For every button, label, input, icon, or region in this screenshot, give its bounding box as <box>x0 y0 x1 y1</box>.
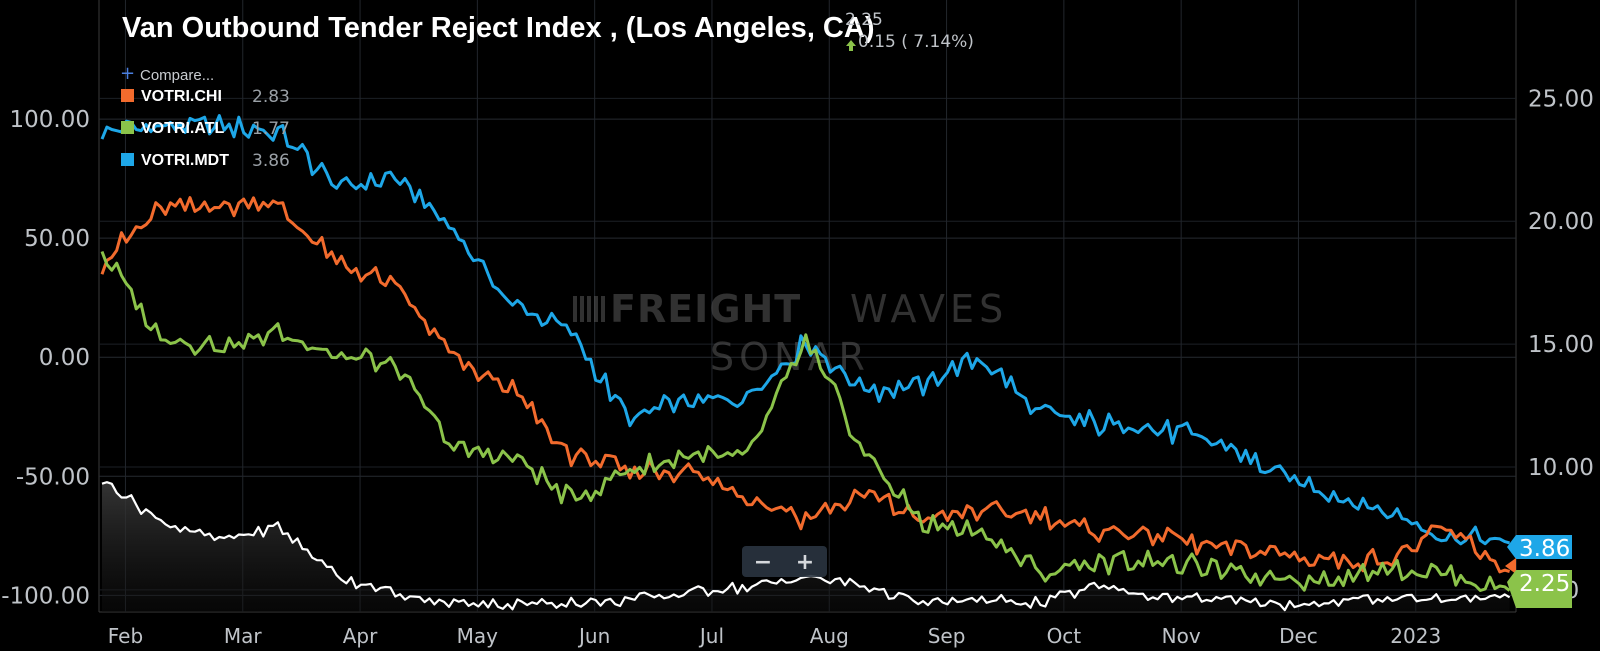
x-tick-label: May <box>457 624 499 648</box>
plus-icon: + <box>120 63 135 84</box>
legend-name: VOTRI.MDT <box>141 152 229 169</box>
left-tick-label: 0.00 <box>39 345 90 371</box>
legend-name: VOTRI.ATL <box>141 120 224 137</box>
x-tick-label: Feb <box>108 624 143 648</box>
watermark: FREIGHT WAVES SONAR <box>573 287 1008 379</box>
end-marker-mdt: 3.86 <box>1507 535 1572 562</box>
zoom-out-button[interactable]: − <box>742 546 784 577</box>
x-tick-label: Nov <box>1162 624 1201 648</box>
right-tick-label: 15.00 <box>1528 332 1594 358</box>
zoom-control-bg <box>742 546 827 577</box>
legend-value: 2.83 <box>252 87 290 107</box>
legend-swatch <box>121 89 134 102</box>
zoom-in-icon: + <box>796 550 814 575</box>
legend-value: 1.77 <box>252 119 290 139</box>
legend: VOTRI.CHI 2.83 VOTRI.ATL 1.77 VOTRI.MDT 3.86 <box>121 87 290 171</box>
end-marker-main-value: 2.25 <box>1519 571 1570 597</box>
x-tick-label: Jun <box>577 624 610 648</box>
x-tick-label: Apr <box>343 624 378 648</box>
up-arrow-icon <box>846 40 856 51</box>
legend-swatch <box>121 153 134 166</box>
header-change: 0.15 ( 7.14%) <box>858 32 974 52</box>
legend-swatch <box>121 121 134 134</box>
axis-labels: 100.00 50.00 0.00 -50.00 -100.00 25.00 20.00 15… <box>1 86 1594 648</box>
x-tick-label: Sep <box>928 624 966 648</box>
legend-item[interactable]: VOTRI.MDT 3.86 <box>121 151 290 171</box>
x-tick-label: 2023 <box>1390 624 1441 648</box>
x-tick-label: Jul <box>698 624 724 648</box>
x-tick-label: Oct <box>1047 624 1082 648</box>
right-tick-label: 10.00 <box>1528 455 1594 481</box>
end-marker-mdt-bg <box>1507 535 1572 559</box>
compare-label: Compare... <box>140 67 214 84</box>
compare-button[interactable]: + Compare... <box>120 63 214 84</box>
x-tick-label: Aug <box>810 624 849 648</box>
watermark-freight: FREIGHT <box>610 287 801 331</box>
legend-value: 3.86 <box>252 151 290 171</box>
zoom-out-icon: − <box>754 550 772 575</box>
x-tick-label: Dec <box>1279 624 1318 648</box>
end-marker-chi-tip <box>1505 558 1516 574</box>
freightwaves-logo-icon <box>573 296 605 322</box>
watermark-waves: WAVES <box>850 287 1008 331</box>
end-marker-chi <box>1505 558 1516 574</box>
right-tick-label: 20.00 <box>1528 209 1594 235</box>
series-line-votri-atl <box>100 250 1511 592</box>
legend-item[interactable]: VOTRI.ATL 1.77 <box>121 119 290 139</box>
left-tick-label: 50.00 <box>24 226 90 252</box>
end-marker-mdt-value: 3.86 <box>1519 536 1570 562</box>
left-tick-label: -100.00 <box>1 583 90 609</box>
header-current-value: 2.25 <box>845 10 883 30</box>
series-line-votri-chi <box>100 196 1511 574</box>
left-tick-label: -50.00 <box>16 464 90 490</box>
zoom-in-button[interactable]: + <box>785 546 827 577</box>
left-tick-label: 100.00 <box>10 107 90 133</box>
legend-item[interactable]: VOTRI.CHI 2.83 <box>121 87 290 107</box>
right-tick-label: 25.00 <box>1528 86 1594 112</box>
end-marker-main: 2.25 <box>1507 570 1572 608</box>
legend-name: VOTRI.CHI <box>141 88 222 105</box>
zoom-control: − + <box>742 546 827 577</box>
chart-title: Van Outbound Tender Reject Index , (Los … <box>122 12 874 44</box>
end-marker-atl-bg <box>1507 570 1572 608</box>
x-tick-label: Mar <box>224 624 263 648</box>
series-line-votri-mdt <box>100 114 1510 546</box>
